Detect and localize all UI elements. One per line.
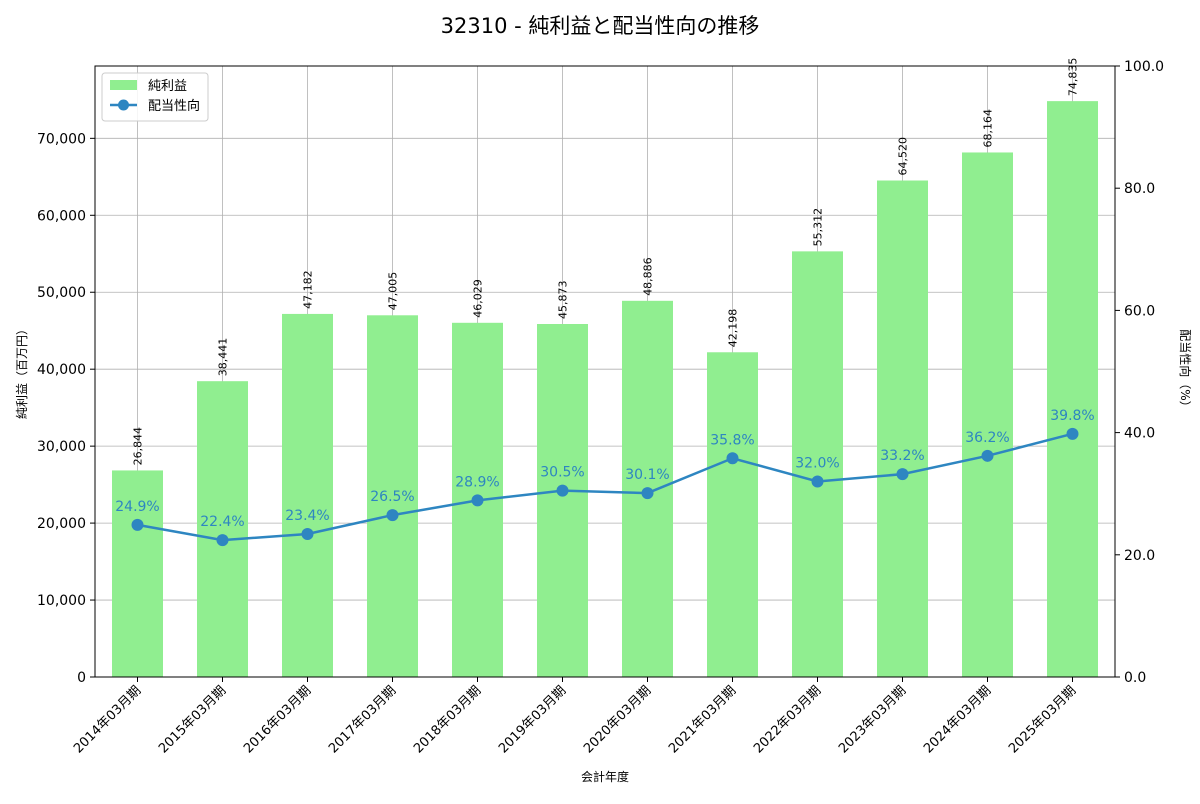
y-tick-label-right: 40.0 (1124, 426, 1155, 442)
y-tick-label-right: 100.0 (1124, 59, 1164, 75)
line-point (556, 484, 569, 497)
line-value-label: 23.4% (285, 508, 329, 524)
legend-label-line: 配当性向 (148, 98, 200, 114)
x-tick-label: 2020年03月期 (581, 683, 654, 756)
line-series (137, 432, 1073, 542)
y-tick-label-left: 40,000 (37, 362, 86, 378)
bar (112, 470, 163, 677)
y-tick-label-right: 80.0 (1124, 181, 1155, 197)
line-point (386, 509, 399, 522)
line-value-label: 30.1% (625, 467, 669, 483)
x-tick-label: 2016年03月期 (241, 683, 314, 756)
y-tick-label-left: 10,000 (37, 593, 86, 609)
line-point (726, 452, 739, 465)
x-tick-label: 2017年03月期 (326, 683, 399, 756)
line-value-label: 32.0% (795, 455, 839, 471)
y-tick-label-left: 50,000 (37, 285, 86, 301)
line-layer: 24.9% 22.4% 23.4% 26.5% 28.9% 30.5% 30.1% 35.8%… (115, 408, 1095, 547)
line-value-label: 30.5% (540, 465, 584, 481)
y-tick-label-left: 20,000 (37, 516, 86, 532)
y-tick-label-right: 20.0 (1124, 548, 1155, 564)
x-tick-label: 2021年03月期 (666, 683, 739, 756)
line-value-label: 22.4% (200, 514, 244, 530)
y-axis-label-right: 配当性向（%） (1178, 329, 1193, 412)
x-axis-label: 会計年度 (581, 769, 629, 784)
bar-value-label: 38,441 (217, 338, 230, 377)
line-point (301, 528, 314, 541)
line-value-label: 28.9% (455, 474, 499, 490)
line-value-label: 26.5% (370, 489, 414, 505)
line-point (641, 487, 654, 500)
bar-value-label: 26,844 (132, 427, 145, 466)
y-tick-label-left: 70,000 (37, 131, 86, 147)
bar (792, 251, 843, 678)
y-tick-label-left: 30,000 (37, 439, 86, 455)
y-tick-label-right: 0.0 (1124, 670, 1146, 686)
bar (962, 152, 1013, 677)
line-value-label: 33.2% (880, 448, 924, 464)
bar (367, 315, 418, 677)
x-tick-label: 2019年03月期 (496, 683, 569, 756)
legend-label-bar: 純利益 (148, 79, 187, 94)
line-point (811, 475, 824, 488)
line-point (981, 449, 994, 462)
bar-value-label: 42,198 (727, 309, 740, 348)
bar-value-label: 47,182 (302, 270, 315, 309)
line-point (131, 518, 144, 531)
x-tick-label: 2024年03月期 (921, 683, 994, 756)
bar-value-label: 74,835 (1067, 58, 1080, 97)
bar-value-label: 55,312 (812, 208, 825, 247)
line-value-label: 36.2% (965, 430, 1009, 446)
x-tick-label: 2025年03月期 (1006, 683, 1079, 756)
chart-title: 32310 - 純利益と配当性向の推移 (441, 14, 760, 38)
bar (282, 313, 333, 677)
legend-swatch-bar (110, 80, 137, 90)
y-tick-label-left: 0 (77, 670, 86, 686)
bar (877, 180, 928, 677)
x-tick-label: 2018年03月期 (411, 683, 484, 756)
bar (537, 323, 588, 677)
bar-value-label: 47,005 (387, 272, 400, 311)
y-tick-label-right: 60.0 (1124, 303, 1155, 319)
y-axis-label-left: 純利益（百万円） (15, 323, 29, 419)
x-tick-label: 2014年03月期 (71, 683, 144, 756)
line-value-label: 24.9% (115, 499, 159, 515)
bar-value-label: 45,873 (557, 280, 570, 319)
line-point (1066, 427, 1079, 440)
plot-frame (94, 65, 1116, 678)
bars (112, 101, 1098, 678)
bar-value-label: 64,520 (897, 137, 910, 176)
line-point (896, 468, 909, 481)
line-value-label: 39.8% (1050, 408, 1094, 424)
x-tick-label: 2015年03月期 (156, 683, 229, 756)
bar (707, 352, 758, 677)
bar-value-label: 48,886 (642, 257, 655, 296)
x-tick-label: 2022年03月期 (751, 683, 824, 756)
x-tick-label: 2023年03月期 (836, 683, 909, 756)
line-point (216, 534, 229, 547)
y-tick-label-left: 60,000 (37, 208, 86, 224)
bar (197, 381, 248, 677)
line-point (471, 494, 484, 507)
bar-value-label: 68,164 (982, 109, 995, 148)
bar (1047, 101, 1098, 677)
line-value-label: 35.8% (710, 432, 754, 448)
bar-value-label: 46,029 (472, 279, 485, 318)
legend-swatch-marker (118, 99, 129, 111)
bar-labels: 26,844 38,441 47,182 47,005 46,029 45,873 48,8… (132, 58, 1080, 466)
